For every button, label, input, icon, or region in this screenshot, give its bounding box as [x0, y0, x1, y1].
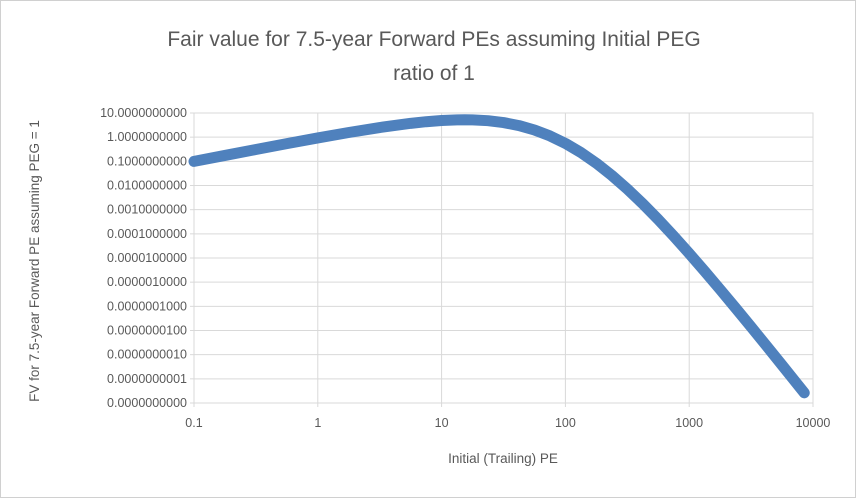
y-tick-label: 0.0000000010	[107, 348, 187, 362]
chart-title-line-1: Fair value for 7.5-year Forward PEs assu…	[167, 28, 700, 51]
x-tick-label: 10	[435, 416, 449, 430]
axis-tick-labels: 10.00000000001.00000000000.10000000000.0…	[100, 106, 830, 430]
y-tick-label: 0.0000000000	[107, 396, 187, 410]
y-tick-label: 0.0000000001	[107, 372, 187, 386]
axis-ticks	[190, 112, 814, 407]
gridlines	[193, 112, 814, 404]
chart-title-line-2: ratio of 1	[393, 62, 475, 85]
x-tick-label: 0.1	[185, 416, 202, 430]
y-tick-label: 0.0010000000	[107, 203, 187, 217]
series-line[interactable]	[188, 114, 810, 399]
x-axis-title: Initial (Trailing) PE	[448, 451, 558, 466]
y-tick-label: 0.0000000100	[107, 324, 187, 338]
y-tick-label: 0.0100000000	[107, 179, 187, 193]
y-axis-title: FV for 7.5-year Forward PE assuming PEG …	[27, 120, 42, 402]
x-tick-label: 1000	[675, 416, 703, 430]
series-layer	[188, 114, 810, 399]
y-tick-label: 0.0000010000	[107, 275, 187, 289]
y-tick-label: 0.1000000000	[107, 154, 187, 168]
x-tick-label: 100	[555, 416, 576, 430]
y-tick-label: 0.0000001000	[107, 299, 187, 313]
y-tick-label: 0.0000100000	[107, 251, 187, 265]
y-tick-label: 10.0000000000	[100, 106, 187, 120]
x-tick-label: 1	[314, 416, 321, 430]
y-tick-label: 0.0001000000	[107, 227, 187, 241]
x-tick-label: 10000	[796, 416, 831, 430]
y-tick-label: 1.0000000000	[107, 130, 187, 144]
